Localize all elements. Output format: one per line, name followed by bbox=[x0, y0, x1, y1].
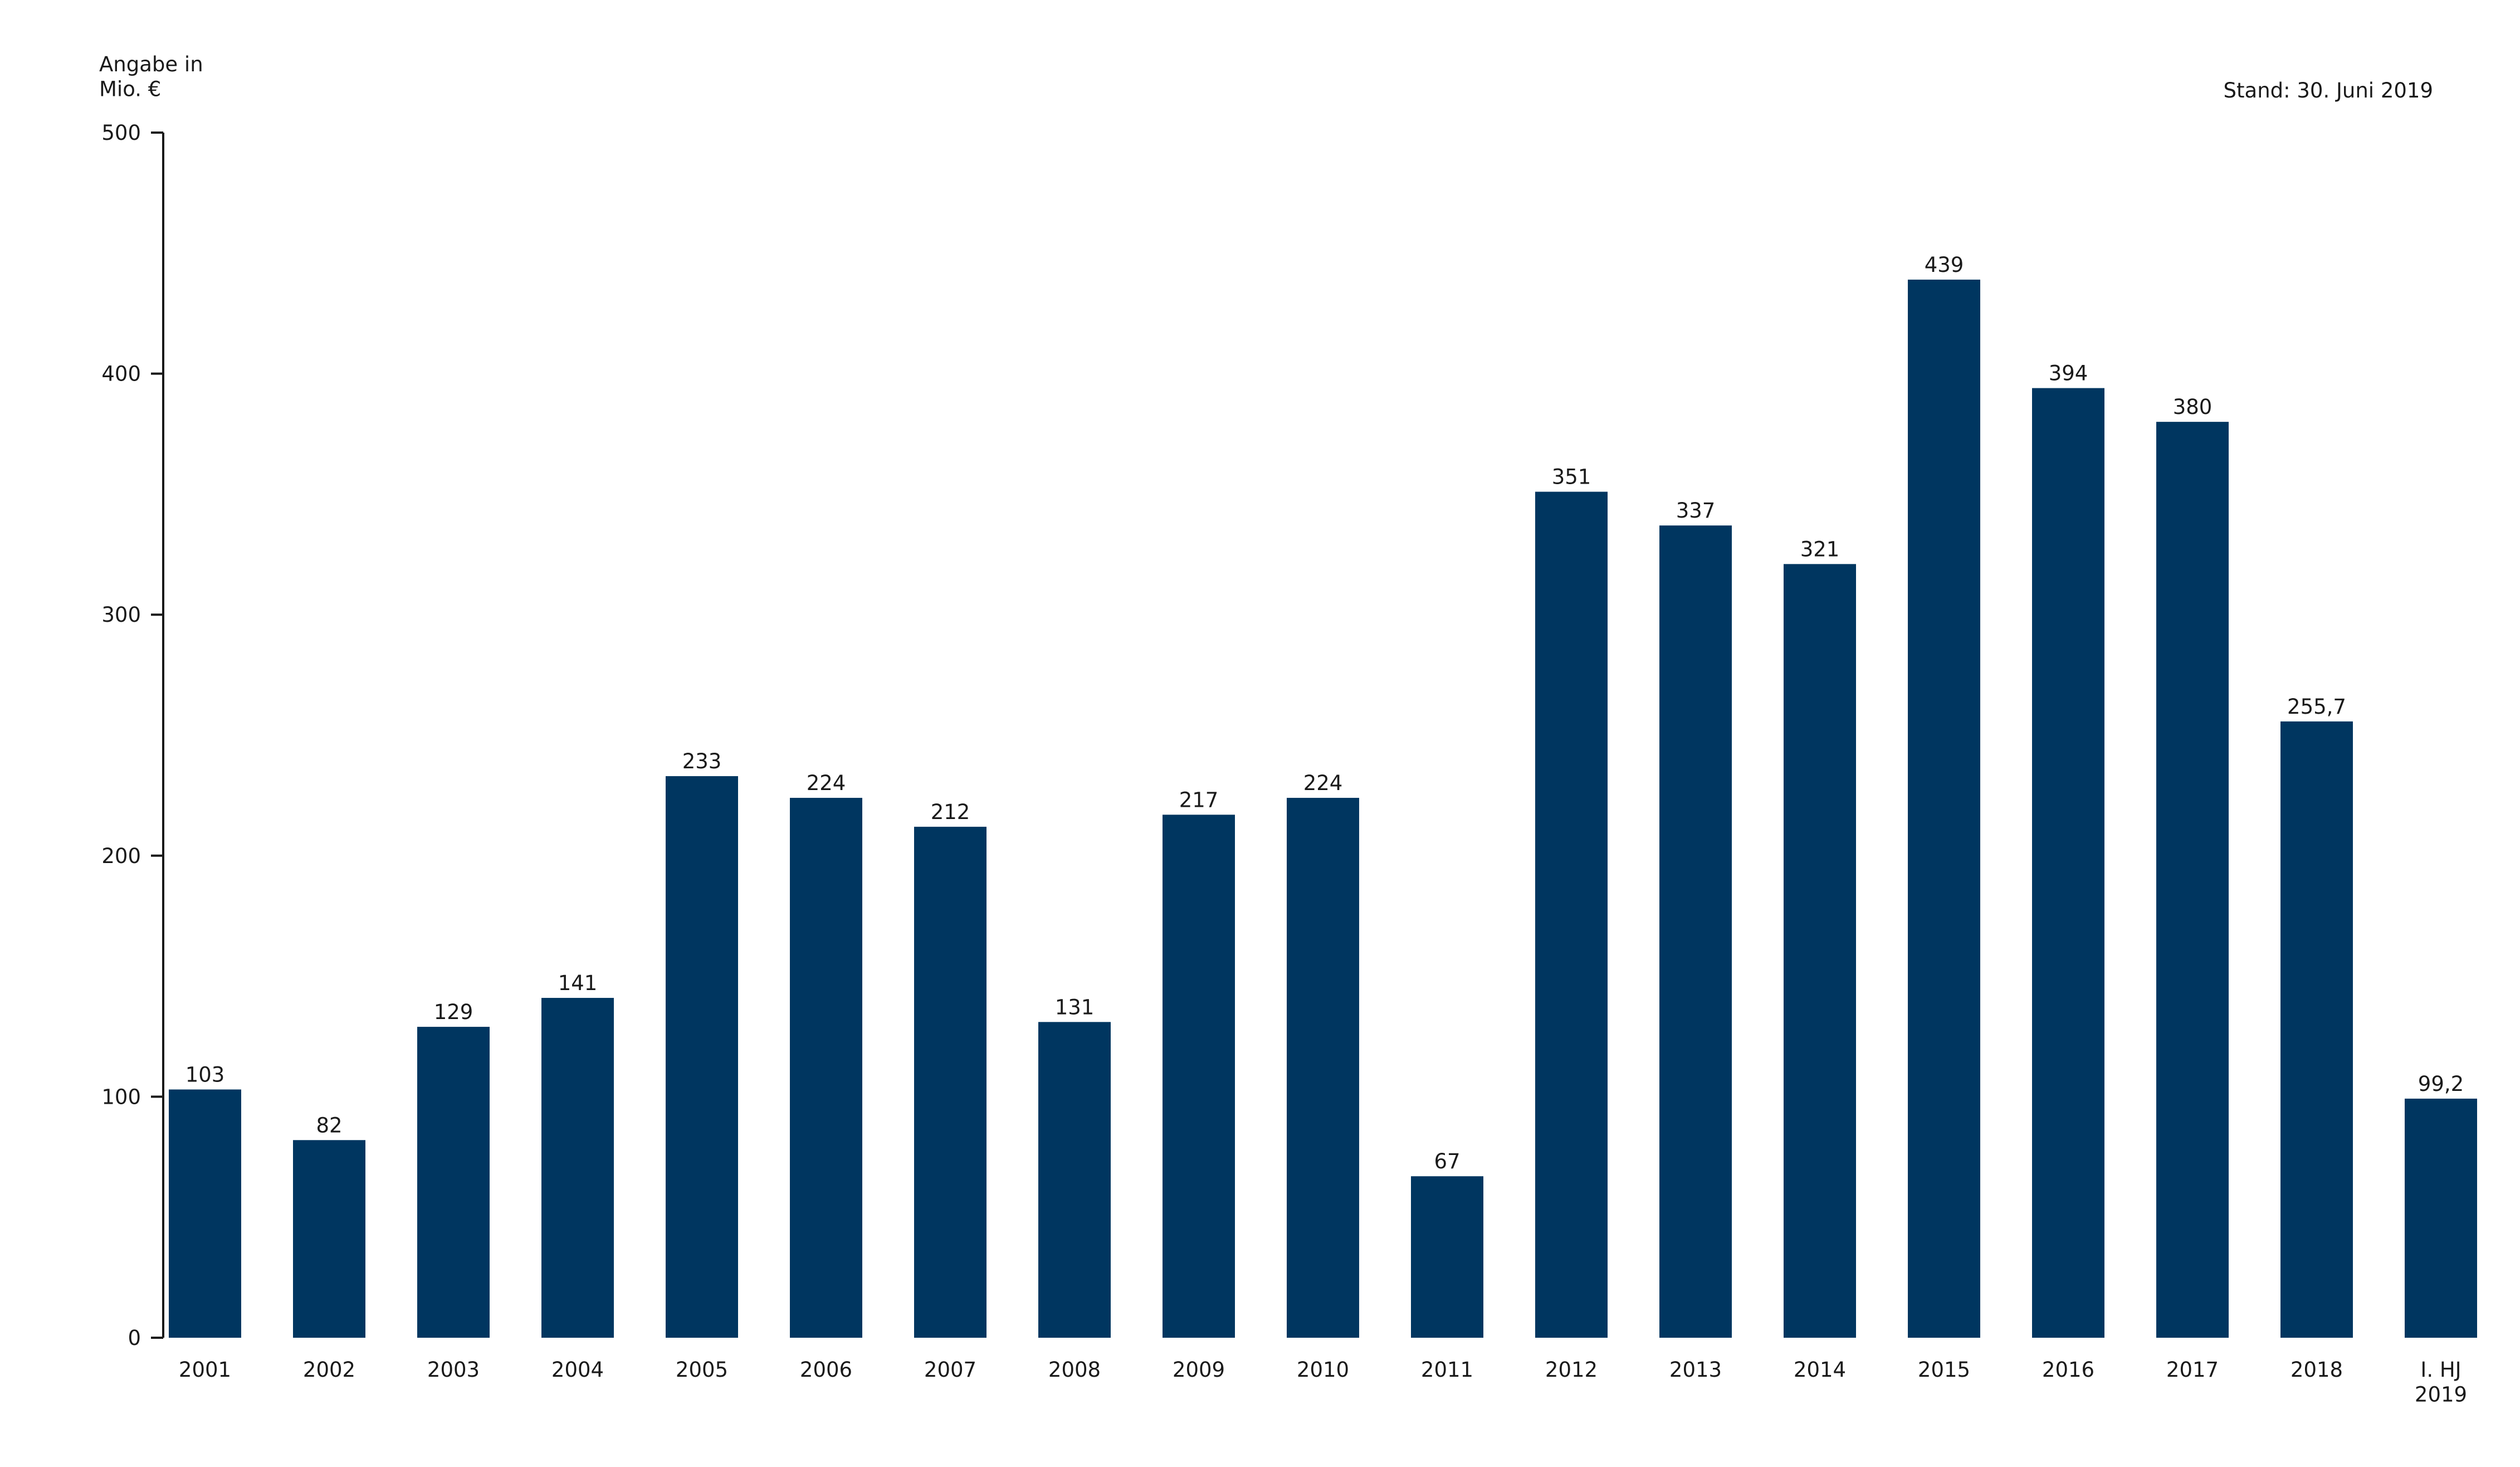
bar bbox=[1784, 564, 1856, 1338]
bar bbox=[1163, 815, 1235, 1338]
bar bbox=[293, 1140, 365, 1338]
bar bbox=[1908, 279, 1980, 1338]
x-tick-label: 2017 bbox=[2166, 1358, 2219, 1382]
y-tick-label: 100 bbox=[101, 1085, 141, 1109]
bar bbox=[1659, 525, 1732, 1338]
y-tick-label: 0 bbox=[128, 1326, 141, 1350]
bar bbox=[790, 797, 862, 1338]
bar bbox=[666, 776, 738, 1338]
x-tick-label: 2007 bbox=[924, 1358, 976, 1382]
value-label: 212 bbox=[931, 800, 970, 824]
value-label: 351 bbox=[1552, 465, 1591, 489]
value-label: 394 bbox=[2049, 362, 2088, 386]
value-label: 99,2 bbox=[2418, 1072, 2464, 1096]
bar bbox=[1038, 1022, 1111, 1338]
bar bbox=[2280, 721, 2353, 1338]
x-tick-label: 2015 bbox=[1918, 1358, 1970, 1382]
value-label: 129 bbox=[434, 1000, 473, 1024]
value-label: 321 bbox=[1800, 537, 1840, 561]
x-tick-label: 2003 bbox=[427, 1358, 480, 1382]
value-label: 224 bbox=[807, 771, 846, 795]
y-tick-label: 300 bbox=[101, 603, 141, 627]
value-label: 67 bbox=[1434, 1149, 1460, 1173]
y-tick-label: 500 bbox=[101, 121, 141, 145]
x-tick-label: 2005 bbox=[676, 1358, 728, 1382]
x-tick-label: 2010 bbox=[1297, 1358, 1349, 1382]
value-label: 131 bbox=[1055, 995, 1095, 1019]
value-label: 380 bbox=[2173, 395, 2213, 419]
bar bbox=[169, 1089, 241, 1338]
x-tick-label: 2006 bbox=[800, 1358, 852, 1382]
x-tick-label: 2012 bbox=[1545, 1358, 1598, 1382]
bar bbox=[2405, 1098, 2477, 1338]
bar bbox=[914, 826, 986, 1338]
value-label: 103 bbox=[185, 1063, 225, 1086]
bar bbox=[417, 1026, 490, 1338]
x-tick-label: 2011 bbox=[1421, 1358, 1473, 1382]
y-axis-unit: Angabe in Mio. € bbox=[99, 52, 203, 101]
x-tick-label: 2009 bbox=[1173, 1358, 1225, 1382]
value-label: 224 bbox=[1303, 771, 1343, 795]
annotation: Stand: 30. Juni 2019 bbox=[2224, 79, 2433, 103]
bar bbox=[541, 998, 614, 1338]
x-tick-label: 2008 bbox=[1048, 1358, 1101, 1382]
x-tick-label: 2016 bbox=[2042, 1358, 2094, 1382]
value-label: 337 bbox=[1676, 499, 1716, 523]
bar bbox=[2032, 388, 2104, 1338]
bar bbox=[1535, 491, 1608, 1338]
value-label: 217 bbox=[1179, 788, 1219, 812]
x-tick-label: 2004 bbox=[551, 1358, 604, 1382]
x-tick-label: 2014 bbox=[1794, 1358, 1846, 1382]
bar bbox=[1287, 797, 1359, 1338]
value-label: 439 bbox=[1925, 253, 1964, 277]
x-tick-label: 2018 bbox=[2291, 1358, 2343, 1382]
value-label: 233 bbox=[682, 749, 722, 773]
bar bbox=[1411, 1176, 1483, 1338]
x-tick-label: 2001 bbox=[179, 1358, 231, 1382]
value-label: 255,7 bbox=[2287, 695, 2346, 719]
x-tick-label: I. HJ 2019 bbox=[2415, 1358, 2467, 1406]
y-tick-label: 400 bbox=[101, 362, 141, 386]
bar bbox=[2156, 422, 2229, 1338]
x-tick-label: 2002 bbox=[303, 1358, 355, 1382]
y-tick-label: 200 bbox=[101, 844, 141, 868]
x-tick-label: 2013 bbox=[1669, 1358, 1722, 1382]
value-label: 82 bbox=[316, 1113, 342, 1137]
value-label: 141 bbox=[558, 971, 598, 995]
